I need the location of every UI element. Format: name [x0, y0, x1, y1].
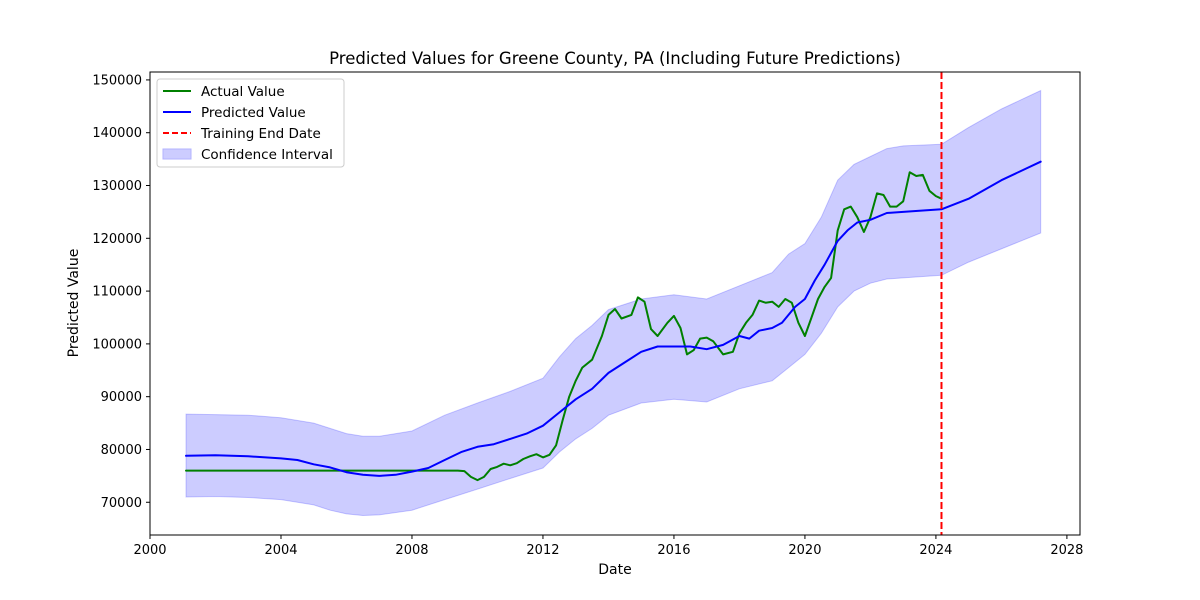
x-tick-label: 2016: [657, 543, 690, 558]
x-axis-label: Date: [598, 562, 631, 578]
y-tick-label: 110000: [92, 285, 142, 300]
plot-content: [185, 72, 1042, 535]
x-tick-label: 2004: [264, 543, 297, 558]
series-line-actual-value: [185, 171, 943, 482]
legend: Actual Value Predicted Value Training End …: [156, 78, 345, 168]
legend-label-training-end-date: Training End Date: [200, 126, 321, 142]
y-tick-label: 140000: [92, 126, 142, 141]
x-tick-label: 2024: [919, 543, 952, 558]
y-tick-label: 130000: [92, 179, 142, 194]
x-tick-label: 2028: [1050, 543, 1083, 558]
legend-box: [156, 78, 345, 168]
legend-label-confidence-interval: Confidence Interval: [201, 147, 333, 163]
confidence-interval-band: [185, 89, 1042, 517]
plot-area: 2000 2004 2008 2012 2016 2020 2024 2028 70000 800…: [92, 71, 1083, 558]
legend-swatch-confidence-interval: [162, 148, 192, 160]
x-tick-label: 2000: [133, 543, 166, 558]
y-tick-label: 100000: [92, 337, 142, 352]
y-tick-label: 80000: [101, 443, 142, 458]
y-tick-label: 120000: [92, 232, 142, 247]
y-tick-label: 70000: [101, 496, 142, 511]
x-tick-label: 2020: [788, 543, 821, 558]
chart-title: Predicted Values for Greene County, PA (…: [329, 49, 901, 68]
legend-label-predicted-value: Predicted Value: [201, 105, 306, 121]
x-tick-label: 2012: [526, 543, 559, 558]
y-axis-label: Predicted Value: [66, 249, 82, 358]
x-tick-label: 2008: [395, 543, 428, 558]
legend-label-actual-value: Actual Value: [201, 84, 285, 100]
y-tick-label: 90000: [101, 390, 142, 405]
plot-frame: [149, 71, 1081, 536]
series-line-predicted-value: [185, 160, 1042, 477]
y-tick-label: 150000: [92, 73, 142, 88]
